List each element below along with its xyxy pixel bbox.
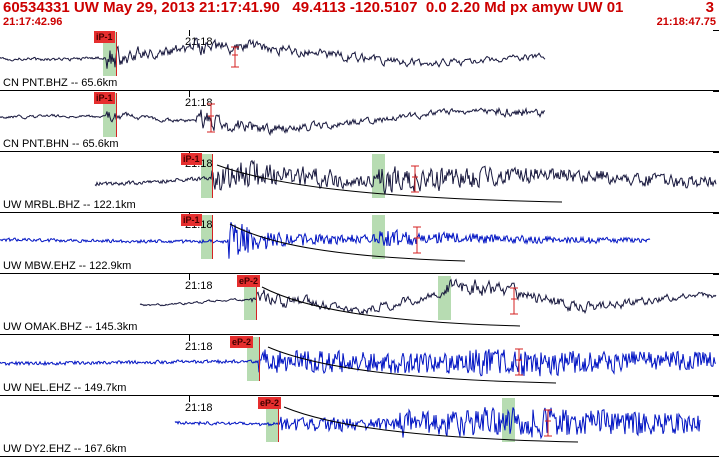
right-edge-tick (713, 91, 719, 92)
pick-window-band[interactable] (372, 215, 385, 259)
window-end-time: 21:18:47.75 (656, 16, 716, 28)
channel-label: UW MBW.EHZ -- 122.9km (3, 260, 132, 272)
trace-row-7: 21:18 eP-2 UW DY2.EHZ -- 167.6km (0, 396, 719, 457)
pick-window-band[interactable] (247, 337, 259, 381)
right-edge-tick (713, 335, 719, 336)
phase-flag[interactable]: iP-1 (94, 31, 115, 43)
minute-tick (189, 274, 190, 280)
seismogram-line (139, 278, 717, 316)
right-edge-tick (713, 30, 719, 31)
coda-duration-marker[interactable] (515, 348, 523, 376)
phase-pick-line[interactable] (116, 32, 117, 76)
trace-waveform-4[interactable] (0, 213, 719, 274)
trace-waveform-3[interactable] (0, 152, 719, 213)
coda-duration-marker[interactable] (413, 226, 421, 254)
seismogram-line (0, 349, 717, 377)
trace-row-2: 21:18 iP-1 CN PNT.BHN -- 65.6km (0, 91, 719, 152)
channel-label: CN PNT.BHN -- 65.6km (3, 138, 119, 150)
header-right-value: 3 (705, 0, 714, 16)
trace-waveform-6[interactable] (0, 335, 719, 396)
channel-label: UW DY2.EHZ -- 167.6km (3, 443, 127, 455)
trace-waveform-1[interactable] (0, 30, 719, 91)
pick-window-band[interactable] (266, 398, 278, 442)
minute-tick (189, 91, 190, 97)
seismogram-line (0, 106, 546, 137)
right-edge-tick (713, 152, 719, 153)
minute-tick (189, 30, 190, 36)
phase-flag[interactable]: iP-1 (94, 92, 115, 104)
event-summary: 60534331 UW May 29, 2013 21:17:41.90 49.… (3, 0, 624, 16)
minute-label: 21:18 (185, 280, 213, 292)
coda-decay-curve (267, 346, 557, 384)
pick-window-band[interactable] (502, 398, 515, 442)
time-window-header: 21:17:42.96 21:18:47.75 (3, 16, 716, 29)
trace-list: 21:18 iP-1 CN PNT.BHZ -- 65.6km 21:18 iP-1 CN… (0, 30, 719, 458)
coda-decay-curve (261, 286, 521, 327)
channel-label: UW MRBL.BHZ -- 122.1km (3, 199, 136, 211)
phase-flag[interactable]: iP-1 (181, 153, 202, 165)
pick-window-band[interactable] (201, 154, 212, 198)
channel-label: UW NEL.EHZ -- 149.7km (3, 382, 127, 394)
seismogram-line (174, 406, 701, 440)
phase-flag[interactable]: eP-2 (237, 275, 261, 287)
trace-row-1: 21:18 iP-1 CN PNT.BHZ -- 65.6km (0, 30, 719, 91)
window-start-time: 21:17:42.96 (3, 16, 63, 28)
phase-pick-line[interactable] (256, 276, 257, 320)
trace-row-5: 21:18 eP-2 UW OMAK.BHZ -- 145.3km (0, 274, 719, 335)
pick-window-band[interactable] (201, 215, 212, 259)
event-header: 60534331 UW May 29, 2013 21:17:41.90 49.… (3, 0, 714, 16)
trace-waveform-2[interactable] (0, 91, 719, 152)
coda-duration-marker[interactable] (544, 409, 552, 437)
phase-flag[interactable]: eP-2 (230, 336, 254, 348)
coda-duration-marker[interactable] (207, 103, 215, 133)
phase-flag[interactable]: iP-1 (181, 214, 202, 226)
coda-decay-curve (229, 223, 466, 262)
minute-label: 21:18 (185, 402, 213, 414)
minute-tick (189, 335, 190, 341)
minute-label: 21:18 (185, 97, 213, 109)
right-edge-tick (713, 213, 719, 214)
phase-flag[interactable]: eP-2 (258, 397, 282, 409)
trace-waveform-7[interactable] (0, 396, 719, 457)
right-edge-tick (713, 396, 719, 397)
channel-label: CN PNT.BHZ -- 65.6km (3, 77, 118, 89)
minute-label: 21:18 (185, 341, 213, 353)
seismogram-line (94, 159, 717, 195)
phase-pick-line[interactable] (259, 337, 260, 381)
phase-pick-line[interactable] (278, 398, 279, 442)
coda-decay-curve (283, 406, 579, 443)
seismogram-line (0, 222, 651, 259)
right-edge-tick (713, 274, 719, 275)
phase-pick-line[interactable] (212, 154, 213, 198)
phase-pick-line[interactable] (212, 215, 213, 259)
coda-duration-marker[interactable] (411, 165, 419, 193)
channel-label: UW OMAK.BHZ -- 145.3km (3, 321, 138, 333)
coda-decay-curve (216, 164, 563, 203)
seismogram-line (0, 37, 546, 69)
pick-window-band[interactable] (244, 276, 256, 320)
minute-tick (189, 396, 190, 402)
trace-row-6: 21:18 eP-2 UW NEL.EHZ -- 149.7km (0, 335, 719, 396)
coda-duration-marker[interactable] (510, 287, 518, 315)
phase-pick-line[interactable] (116, 93, 117, 137)
trace-waveform-5[interactable] (0, 274, 719, 335)
coda-duration-marker[interactable] (231, 46, 239, 68)
